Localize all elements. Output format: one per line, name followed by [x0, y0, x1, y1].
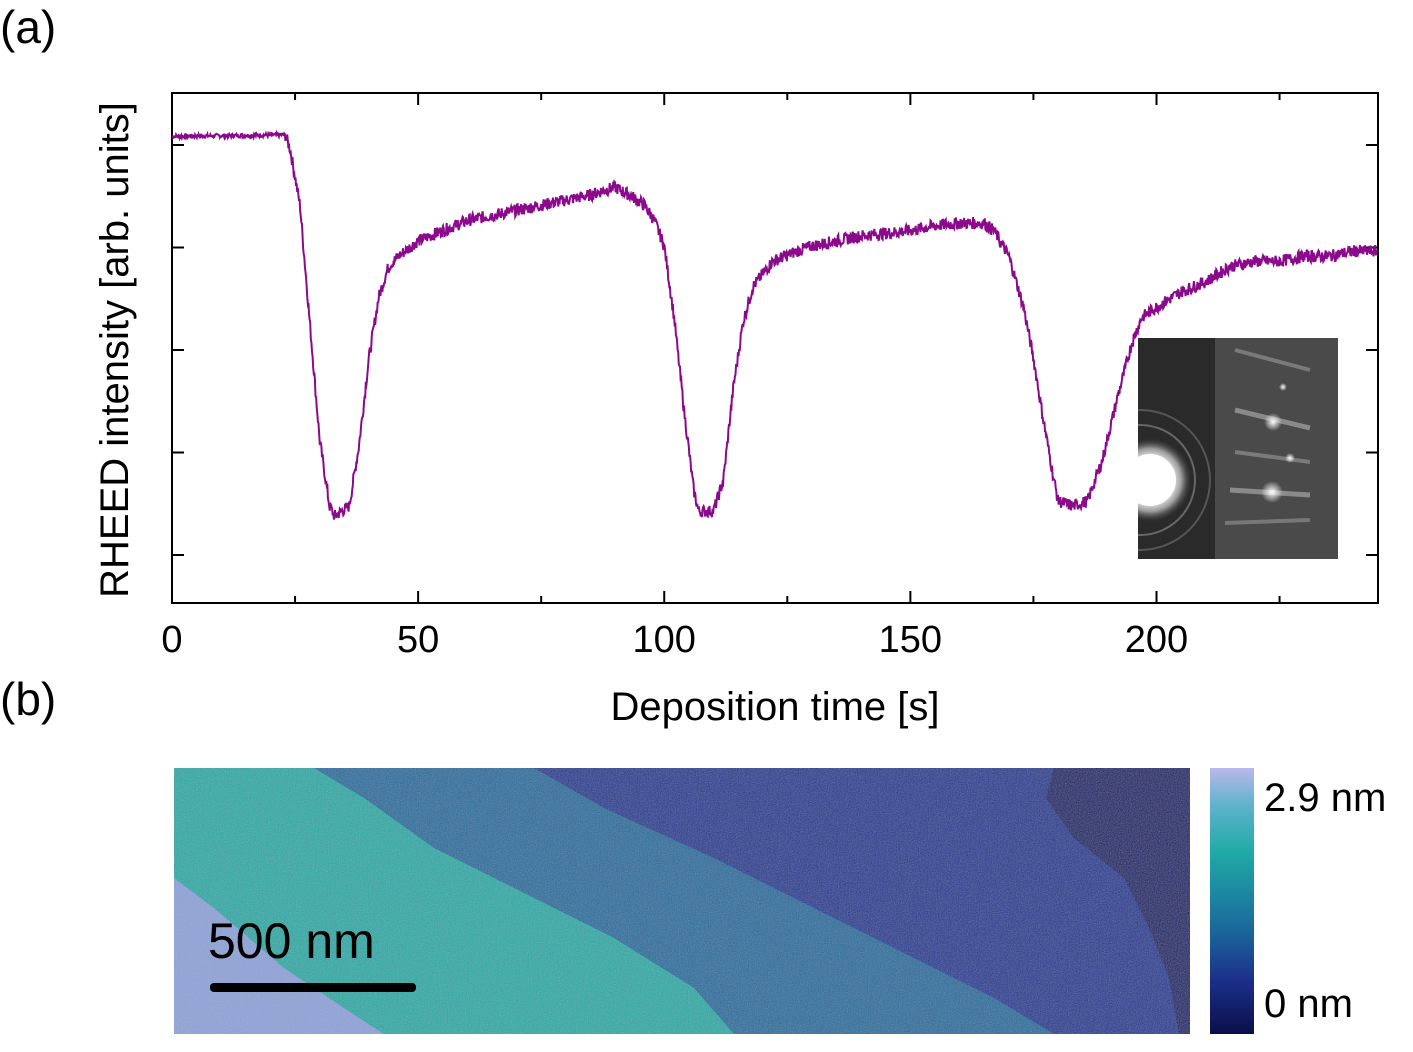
- colorbar-min-label: 0 nm: [1264, 982, 1353, 1026]
- rheed-intensity-line: [171, 129, 1379, 520]
- x-tick-label: 150: [879, 619, 942, 661]
- plot-frame: [171, 92, 1379, 604]
- scale-bar: [210, 983, 416, 992]
- rheed-chart: 0 50 100 150 200 Deposition time [s] RHEED i…: [93, 92, 1379, 729]
- x-tick-label: 200: [1125, 619, 1188, 661]
- x-tick-label: 50: [397, 619, 439, 661]
- afm-topography-image: [174, 768, 1190, 1034]
- x-tick-label: 0: [161, 619, 182, 661]
- colorbar-max-label: 2.9 nm: [1264, 776, 1387, 820]
- x-axis-label: Deposition time [s]: [610, 685, 939, 729]
- panel-label-b: (b): [0, 673, 57, 725]
- x-tick-labels: 0 50 100 150 200: [161, 619, 1188, 661]
- terrace-level-2: [174, 768, 734, 1034]
- panel-label-a: (a): [0, 1, 57, 53]
- height-colorbar: [1210, 768, 1254, 1034]
- scale-bar-label: 500 nm: [208, 913, 375, 969]
- x-tick-label: 100: [633, 619, 696, 661]
- terrace-level-1: [174, 878, 384, 1034]
- rheed-pattern-inset: [1138, 338, 1338, 559]
- y-axis-label: RHEED intensity [arb. units]: [93, 102, 137, 598]
